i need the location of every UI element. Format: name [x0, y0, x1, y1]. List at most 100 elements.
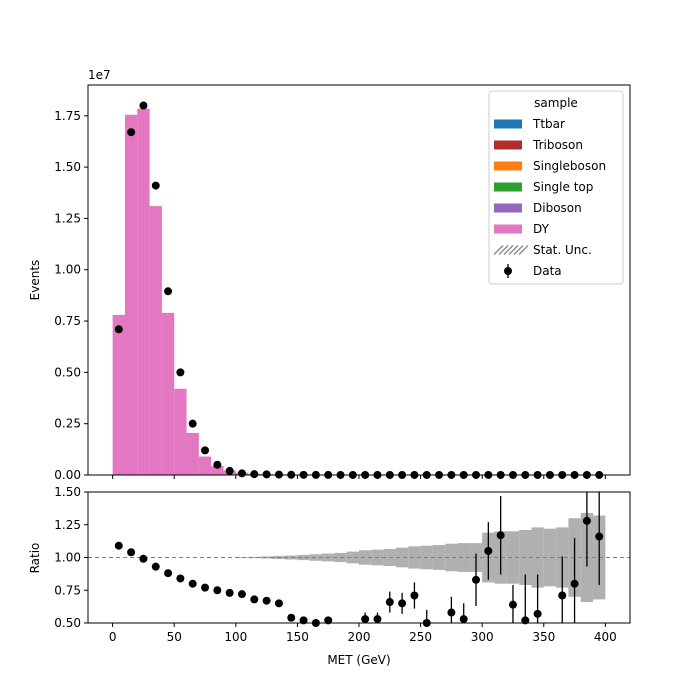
- y-tick-label: 1.00: [54, 263, 81, 277]
- bar-dy: [198, 456, 212, 475]
- ratio-point: [410, 591, 419, 600]
- legend-title: sample: [534, 96, 578, 110]
- ratio-point: [299, 616, 308, 625]
- data-point: [262, 470, 271, 479]
- legend-swatch: [494, 182, 522, 192]
- legend-swatch: [494, 119, 522, 129]
- ratio-x-tick-label: 350: [532, 630, 555, 644]
- data-point: [139, 101, 148, 110]
- ratio-x-tick-label: 300: [471, 630, 494, 644]
- hatch-stroke: [513, 245, 524, 255]
- legend-label: Single top: [533, 180, 593, 194]
- ratio-point: [176, 574, 185, 583]
- data-point: [225, 466, 234, 475]
- ratio-x-tick-label: 50: [167, 630, 182, 644]
- ratio-point: [447, 608, 456, 617]
- data-point: [250, 470, 259, 479]
- y-tick-label: 0.00: [54, 468, 81, 482]
- ratio-point: [521, 616, 530, 625]
- ratio-point: [164, 569, 173, 578]
- ratio-point: [558, 591, 567, 600]
- unc-band-segment: [506, 531, 520, 584]
- ratio-y-axis-label: Ratio: [28, 543, 42, 574]
- ratio-x-axis-ticks: 0 50 100 150 200 250 300 350 400: [109, 623, 617, 644]
- hatch-stroke: [508, 245, 519, 255]
- ratio-point: [595, 532, 604, 541]
- ratio-point: [225, 588, 234, 597]
- legend-swatch: [494, 203, 522, 213]
- ratio-point: [582, 516, 591, 525]
- ratio-point: [213, 586, 222, 595]
- main-y-axis-ticks: 0.00 0.25 0.50 0.75 1.00 1.25 1.50 1.75: [54, 109, 88, 482]
- ratio-point: [127, 548, 136, 557]
- ratio-point: [139, 554, 148, 563]
- ratio-point: [151, 562, 160, 571]
- data-point: [201, 446, 210, 455]
- main-panel: 0.00 0.25 0.50 0.75 1.00 1.25 1.50 1.75 1e7 Eve…: [28, 68, 631, 482]
- main-histogram-bars: [112, 108, 606, 476]
- legend-frame: [488, 90, 624, 285]
- legend-label: Diboson: [533, 201, 582, 215]
- unc-band-segment: [248, 556, 261, 559]
- legend-swatch: [494, 140, 522, 150]
- legend-label: Stat. Unc.: [533, 243, 592, 257]
- bar-dy: [161, 312, 175, 475]
- bar-dy: [174, 388, 187, 475]
- data-point: [164, 287, 173, 296]
- unc-band-segment: [445, 543, 458, 572]
- unc-band-segment: [408, 546, 421, 569]
- legend-swatch: [494, 161, 522, 171]
- unc-band-segment: [235, 557, 249, 558]
- y-tick-label: 1.75: [54, 109, 81, 123]
- bar-dy: [186, 432, 199, 475]
- data-point: [213, 460, 222, 469]
- ratio-point: [201, 583, 210, 592]
- main-x-axis-ticks: [112, 475, 606, 479]
- ratio-y-tick-label: 1.50: [54, 485, 81, 499]
- ratio-x-tick-label: 250: [409, 630, 432, 644]
- ratio-x-tick-label: 200: [348, 630, 371, 644]
- bar-dy: [112, 314, 125, 475]
- ratio-point: [398, 599, 407, 608]
- ratio-point: [508, 600, 517, 609]
- data-point: [188, 419, 197, 428]
- ratio-y-tick-label: 0.75: [54, 583, 81, 597]
- legend-label: Singleboson: [533, 159, 606, 173]
- unc-band-segment: [543, 528, 557, 587]
- ratio-point: [250, 595, 259, 604]
- ratio-y-tick-label: 0.50: [54, 616, 81, 630]
- bar-dy: [124, 114, 138, 476]
- data-point: [151, 181, 160, 190]
- legend-marker: [504, 267, 512, 275]
- ratio-point: [496, 531, 505, 540]
- unc-band-segment: [457, 543, 470, 572]
- bar-dy: [137, 108, 150, 476]
- legend-hatch-swatch: [493, 245, 529, 255]
- ratio-point: [459, 615, 468, 624]
- unc-band-segment: [297, 554, 310, 561]
- unc-band-segment: [395, 547, 409, 568]
- legend-label: DY: [533, 222, 550, 236]
- ratio-point: [361, 615, 370, 624]
- ratio-x-tick-label: 100: [224, 630, 247, 644]
- ratio-y-tick-label: 1.25: [54, 518, 81, 532]
- data-point: [176, 368, 185, 377]
- ratio-x-tick-label: 400: [594, 630, 617, 644]
- ratio-point: [570, 579, 579, 588]
- ratio-panel: 0.50 0.75 1.00 1.25 1.50 0 50 100 150 200 250 300 3…: [28, 485, 631, 667]
- y-tick-label: 1.50: [54, 160, 81, 174]
- ratio-point: [274, 599, 283, 608]
- ratio-point: [114, 541, 123, 550]
- ratio-x-tick-label: 0: [109, 630, 117, 644]
- main-y-scale-offset: 1e7: [88, 68, 111, 82]
- legend-entries: Ttbar Triboson Singleboson Single top Diboso…: [493, 117, 606, 278]
- legend: sample Ttbar Triboson Singleboson Single to…: [488, 90, 624, 285]
- ratio-y-axis-ticks: 0.50 0.75 1.00 1.25 1.50: [54, 485, 88, 630]
- legend-label: Data: [533, 264, 562, 278]
- unc-band-segment: [346, 551, 359, 564]
- x-axis-label: MET (GeV): [327, 653, 390, 667]
- ratio-point: [472, 575, 481, 584]
- legend-swatch: [494, 224, 522, 234]
- unc-band-segment: [359, 550, 372, 565]
